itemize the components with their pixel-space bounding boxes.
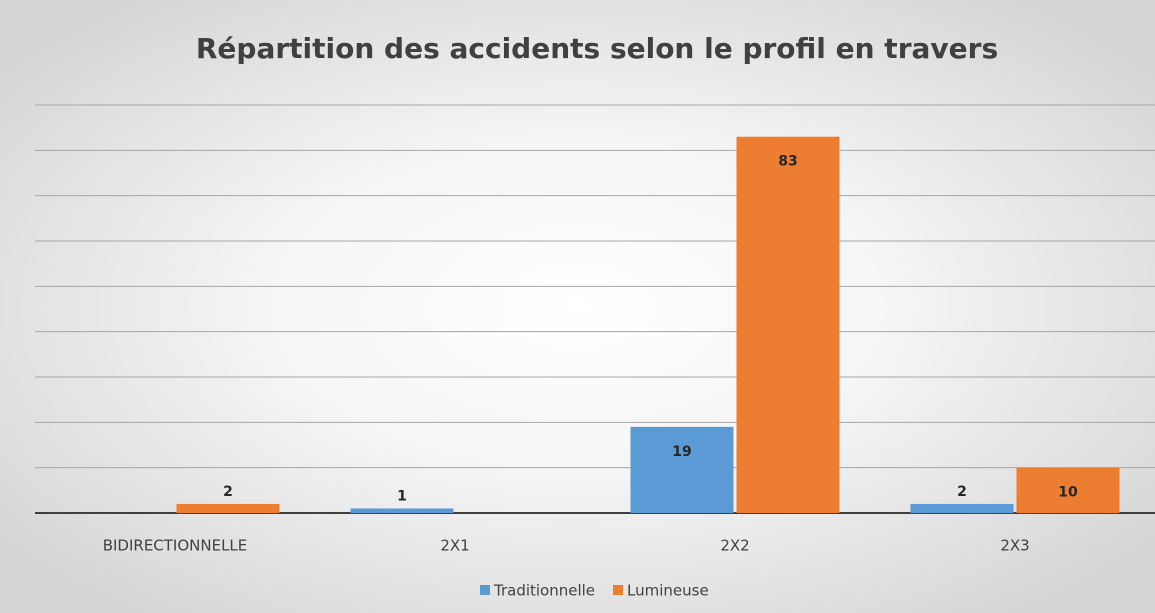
data-label: 1: [397, 488, 407, 504]
x-tick-label: 2X1: [440, 537, 469, 555]
data-label: 10: [1058, 485, 1078, 501]
x-tick-label: 2X2: [720, 537, 749, 555]
chart-title: Répartition des accidents selon le profi…: [196, 32, 998, 65]
data-label: 83: [778, 154, 797, 170]
x-tick-label: BIDIRECTIONNELLE: [103, 537, 248, 555]
legend-swatch: [480, 585, 490, 595]
legend-label: Traditionnelle: [493, 582, 595, 600]
x-tick-label: 2X3: [1000, 537, 1029, 555]
legend-label: Lumineuse: [627, 582, 709, 600]
data-label: 19: [672, 444, 691, 460]
legend-swatch: [613, 585, 624, 595]
bar: [736, 136, 840, 513]
data-label: 2: [223, 484, 233, 500]
bar: [176, 503, 280, 513]
bar: [350, 508, 454, 513]
data-label: 2: [957, 484, 967, 500]
bar: [630, 426, 734, 513]
bar: [910, 503, 1014, 513]
bar: [1016, 467, 1120, 513]
